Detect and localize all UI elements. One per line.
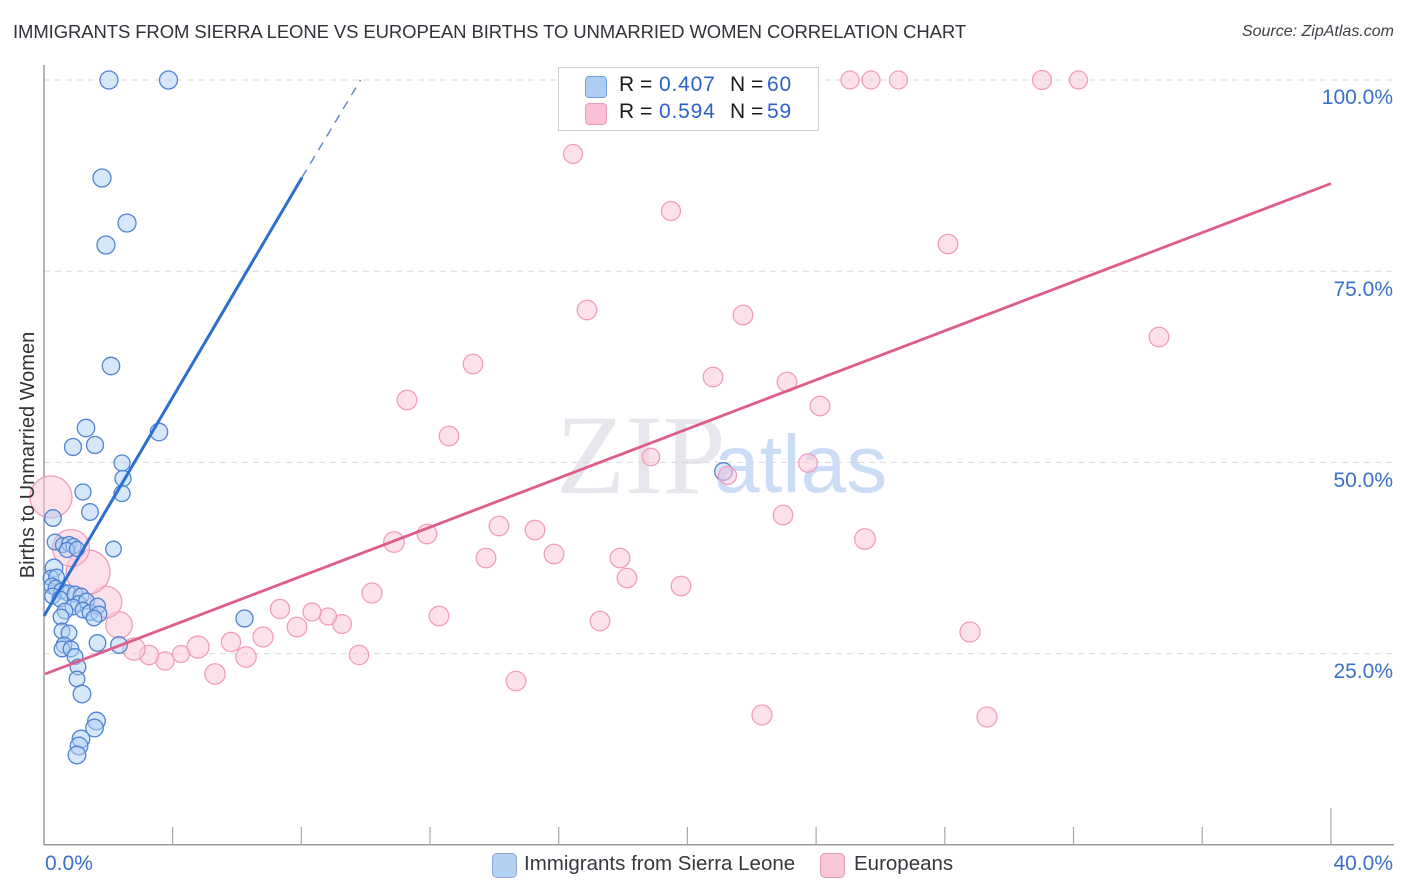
- svg-text:ZIP: ZIP: [556, 393, 726, 518]
- svg-text:Births to Unmarried Women: Births to Unmarried Women: [17, 332, 39, 578]
